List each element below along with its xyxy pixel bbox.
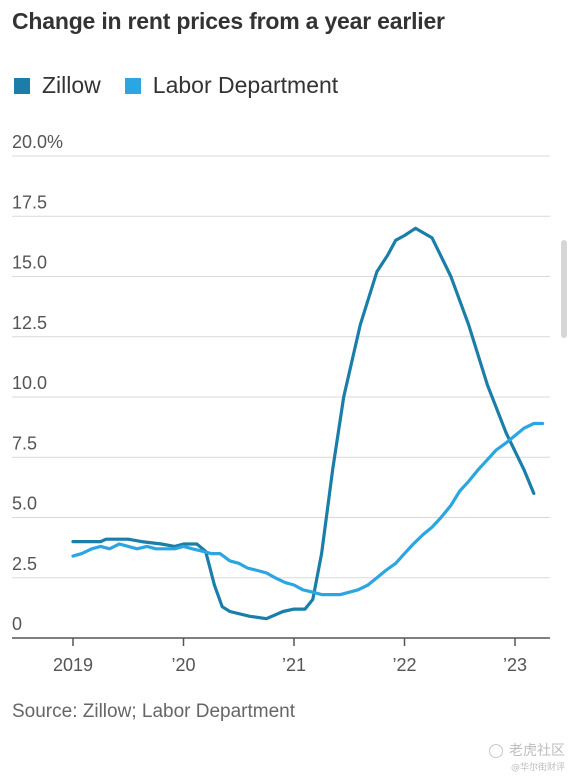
y-tick-label: 7.5 [12,433,37,453]
legend-swatch-labor-department [124,77,141,94]
y-tick-label: 0 [12,614,22,634]
series-line-labor-department [71,421,545,597]
grid-lines [12,155,550,579]
y-tick-label: 15.0 [12,253,47,273]
legend-item-zillow: Zillow [14,72,101,99]
watermark-sub-text: @华尔街财评 [510,763,565,773]
legend-item-labor-department: Labor Department [124,72,339,99]
x-tick-label: ’20 [171,655,195,675]
y-tick-label: 12.5 [12,313,47,333]
x-axis: 2019 ’20 ’21 ’22 ’23 [12,637,550,675]
x-tick-label: 2019 [53,655,93,675]
chart-source: Source: Zillow; Labor Department [12,701,296,722]
x-tick-label: ’23 [503,655,527,675]
series-lines [71,226,545,621]
series-line-zillow [71,226,536,621]
legend-label-labor-department: Labor Department [152,72,339,98]
watermark-main-text: 老虎社区 [509,743,565,759]
watermark-logo: 老虎社区 [489,740,565,760]
chart-title: Change in rent prices from a year earlie… [12,8,445,34]
line-chart: 0 2.5 5.0 7.5 10.0 12.5 15.0 17.5 20.0% 2019 ’20 ’… [12,132,550,675]
legend-swatch-zillow [14,77,30,94]
chart-legend: Zillow Labor Department [14,72,362,99]
y-tick-label: 5.0 [12,494,37,514]
x-tick-label: ’21 [282,655,306,675]
x-tick-label: ’22 [392,655,416,675]
watermark-icon [489,744,503,758]
scrollbar-thumb[interactable] [561,240,567,338]
y-axis-tick-labels: 0 2.5 5.0 7.5 10.0 12.5 15.0 17.5 20.0% [12,132,63,634]
y-tick-label: 20.0% [12,132,63,152]
y-tick-label: 10.0 [12,373,47,393]
y-tick-label: 17.5 [12,192,47,212]
y-tick-label: 2.5 [12,554,37,574]
legend-label-zillow: Zillow [42,72,101,98]
watermark: 老虎社区 @华尔街财评 [489,740,565,773]
